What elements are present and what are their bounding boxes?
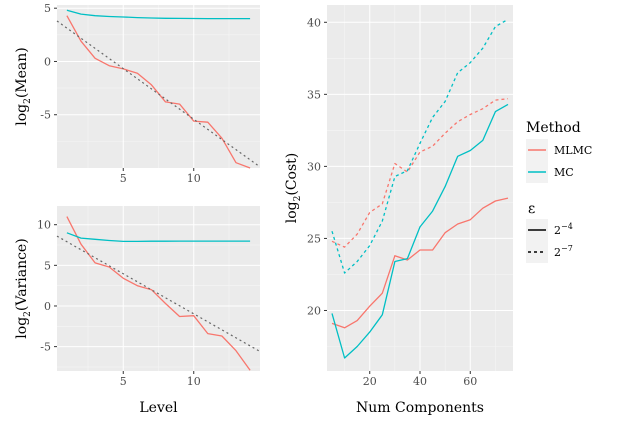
legend-item-eps-7: 2−7 [526, 241, 573, 263]
gridlines [327, 5, 513, 371]
y-tick-label: 0 [44, 300, 51, 313]
x-tick-label: 5 [120, 375, 127, 388]
y-tick-label: -5 [40, 341, 51, 354]
series-line-mlmc [66, 216, 251, 371]
x-axis-title-level: Level [139, 400, 178, 416]
series-line-mc [66, 9, 251, 20]
y-tick-label: 0 [44, 55, 51, 68]
gridlines [57, 5, 260, 168]
series-line-reference [56, 20, 261, 168]
series-lines [56, 216, 261, 371]
legend-label-mlmc: MLMC [554, 144, 592, 157]
x-tick-label: 40 [413, 375, 427, 388]
x-tick-label: 60 [463, 375, 477, 388]
legend-method: Method MLMC MC [526, 120, 592, 183]
y-tick-label: 20 [307, 304, 321, 317]
x-tick-label: 10 [187, 375, 201, 388]
legend-label-eps-7: 2−7 [554, 244, 573, 259]
series-line-mc [66, 232, 251, 243]
y-tick-label: 25 [307, 232, 321, 245]
axis-ticks: 5 10 10 5 0 -5 [37, 219, 201, 388]
series-line-mlmc [66, 15, 251, 169]
legend-item-mlmc: MLMC [526, 139, 592, 161]
legend-item-eps-4: 2−4 [526, 219, 573, 241]
series-line-mc-eps-2-7 [331, 18, 509, 274]
x-tick-label: 5 [120, 172, 127, 185]
series-line-mc-eps-2-4 [331, 103, 509, 359]
legend-item-mc: MC [526, 161, 574, 183]
x-axis-title-num-components: Num Components [356, 400, 484, 416]
series-line-reference [56, 235, 261, 353]
y-tick-label: 30 [307, 160, 321, 173]
y-tick-label: 10 [37, 219, 51, 232]
axis-ticks: 20 40 60 40 35 30 25 20 [307, 16, 477, 388]
chart-mean-panel: 5 10 5 0 -5 log2(Mean) [14, 2, 261, 185]
y-axis-title-variance: log2(Variance) [14, 238, 33, 338]
legend-epsilon: ε 2−4 2−7 [526, 201, 573, 263]
x-tick-label: 10 [187, 172, 201, 185]
series-lines [56, 9, 261, 169]
x-tick-label: 20 [363, 375, 377, 388]
y-tick-label: -5 [40, 109, 51, 122]
chart-cost-panel: 20 40 60 40 35 30 25 20 log2(Cost) Num Componen… [284, 5, 513, 416]
y-axis-title-cost: log2(Cost) [284, 153, 303, 223]
y-tick-label: 5 [44, 259, 51, 272]
axis-ticks: 5 10 5 0 -5 [40, 2, 200, 185]
series-line-mlmc-eps-2-4 [331, 197, 509, 329]
legend-epsilon-title: ε [528, 201, 535, 217]
chart-variance-panel: 5 10 10 5 0 -5 log2(Variance) Level [14, 206, 261, 416]
legend-label-mc: MC [554, 166, 574, 179]
legend-label-eps-4: 2−4 [554, 222, 573, 237]
y-tick-label: 40 [307, 16, 321, 29]
series-lines [331, 18, 509, 359]
y-tick-label: 35 [307, 88, 321, 101]
y-axis-title-mean: log2(Mean) [14, 47, 33, 126]
y-tick-label: 5 [44, 2, 51, 15]
legend-method-title: Method [526, 120, 581, 136]
